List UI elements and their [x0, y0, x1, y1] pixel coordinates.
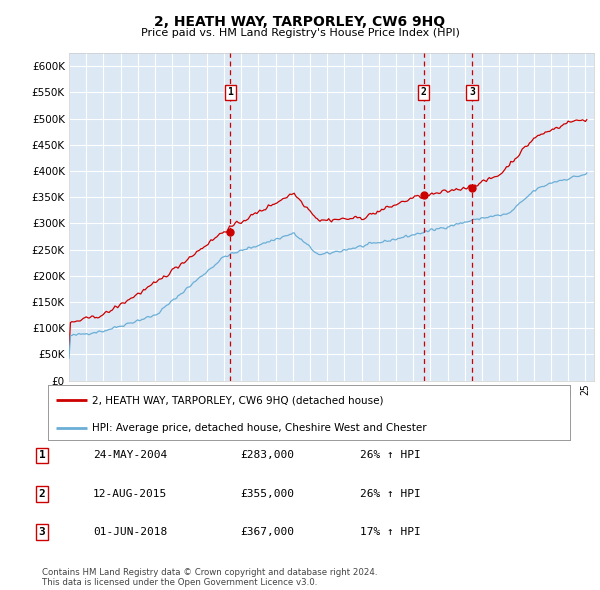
Text: 17% ↑ HPI: 17% ↑ HPI: [360, 527, 421, 537]
Text: 2: 2: [421, 87, 427, 97]
Text: 24-MAY-2004: 24-MAY-2004: [93, 451, 167, 460]
Text: 26% ↑ HPI: 26% ↑ HPI: [360, 489, 421, 499]
Text: £367,000: £367,000: [240, 527, 294, 537]
Text: Price paid vs. HM Land Registry's House Price Index (HPI): Price paid vs. HM Land Registry's House …: [140, 28, 460, 38]
Text: 1: 1: [38, 451, 46, 460]
Text: Contains HM Land Registry data © Crown copyright and database right 2024.
This d: Contains HM Land Registry data © Crown c…: [42, 568, 377, 587]
Text: 1: 1: [227, 87, 233, 97]
Text: 2: 2: [38, 489, 46, 499]
Text: £355,000: £355,000: [240, 489, 294, 499]
Text: 01-JUN-2018: 01-JUN-2018: [93, 527, 167, 537]
Text: 12-AUG-2015: 12-AUG-2015: [93, 489, 167, 499]
Text: £283,000: £283,000: [240, 451, 294, 460]
Text: 2, HEATH WAY, TARPORLEY, CW6 9HQ (detached house): 2, HEATH WAY, TARPORLEY, CW6 9HQ (detach…: [92, 395, 384, 405]
Text: HPI: Average price, detached house, Cheshire West and Chester: HPI: Average price, detached house, Ches…: [92, 422, 427, 432]
Text: 3: 3: [38, 527, 46, 537]
Text: 3: 3: [469, 87, 475, 97]
Text: 26% ↑ HPI: 26% ↑ HPI: [360, 451, 421, 460]
Text: 2, HEATH WAY, TARPORLEY, CW6 9HQ: 2, HEATH WAY, TARPORLEY, CW6 9HQ: [154, 15, 446, 29]
